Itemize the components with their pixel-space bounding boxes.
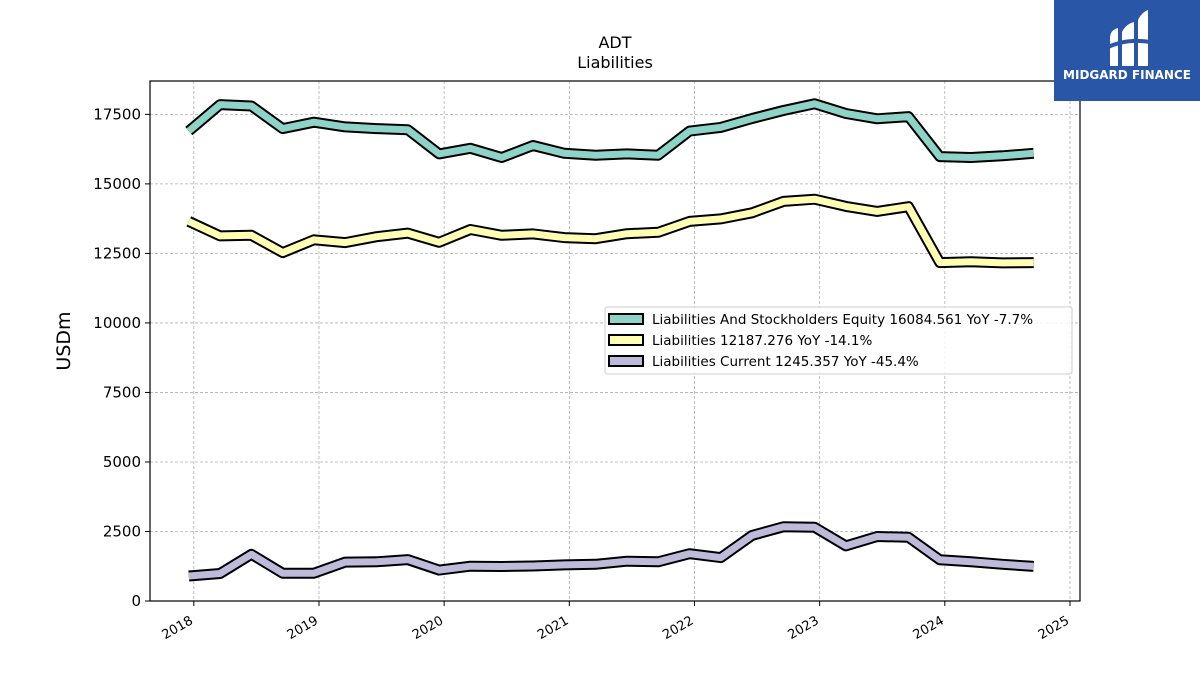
legend-swatch-1 [608, 313, 644, 325]
x-tick-label: 2025 [1036, 613, 1072, 643]
x-tick-label: 2024 [911, 613, 947, 643]
y-tick-label: 17500 [93, 105, 141, 123]
x-tick-label: 2018 [160, 613, 196, 643]
series-line-2 [187, 195, 1034, 267]
y-axis-label: USDm [53, 311, 75, 370]
x-tick-label: 2019 [285, 613, 321, 643]
series-line-3 [188, 523, 1034, 580]
legend-label-1: Liabilities And Stockholders Equity 1608… [652, 312, 1033, 328]
series-line-1 [186, 100, 1034, 161]
y-tick-label: 5000 [103, 453, 141, 471]
chart-title: ADT [598, 33, 631, 52]
y-tick-label: 2500 [103, 522, 141, 540]
x-tick-label: 2020 [410, 613, 446, 643]
logo-mark-icon [1105, 10, 1151, 66]
plot-frame [149, 80, 1081, 602]
y-tick-label: 0 [131, 592, 141, 610]
y-tick-label: 7500 [103, 383, 141, 401]
x-tick-label: 2021 [535, 613, 571, 643]
legend-swatch-2 [608, 334, 644, 346]
legend: Liabilities And Stockholders Equity 1608… [604, 306, 1073, 375]
x-tick-label: 2023 [785, 613, 821, 643]
y-tick-label: 12500 [93, 244, 141, 262]
logo-text: MIDGARD FINANCE [1063, 68, 1191, 82]
legend-swatch-3 [608, 355, 644, 367]
y-tick-label: 15000 [93, 175, 141, 193]
legend-label-2: Liabilities 12187.276 YoY -14.1% [652, 333, 873, 349]
legend-label-3: Liabilities Current 1245.357 YoY -45.4% [652, 354, 919, 370]
y-tick-label: 10000 [93, 314, 141, 332]
chart-subtitle: Liabilities [577, 53, 653, 72]
series-layer [185, 98, 1035, 582]
series-line-outline-1 [185, 98, 1035, 163]
x-tick-label: 2022 [660, 613, 696, 643]
y-axis-ticks: 0 2500 5000 7500 10000 12500 15000 17500 [93, 105, 150, 610]
legend-box [604, 306, 1073, 375]
x-axis-ticks: 2018 2019 2020 2021 2022 2023 2024 2025 [160, 601, 1072, 643]
midgard-finance-logo: MIDGARD FINANCE [1054, 0, 1200, 101]
